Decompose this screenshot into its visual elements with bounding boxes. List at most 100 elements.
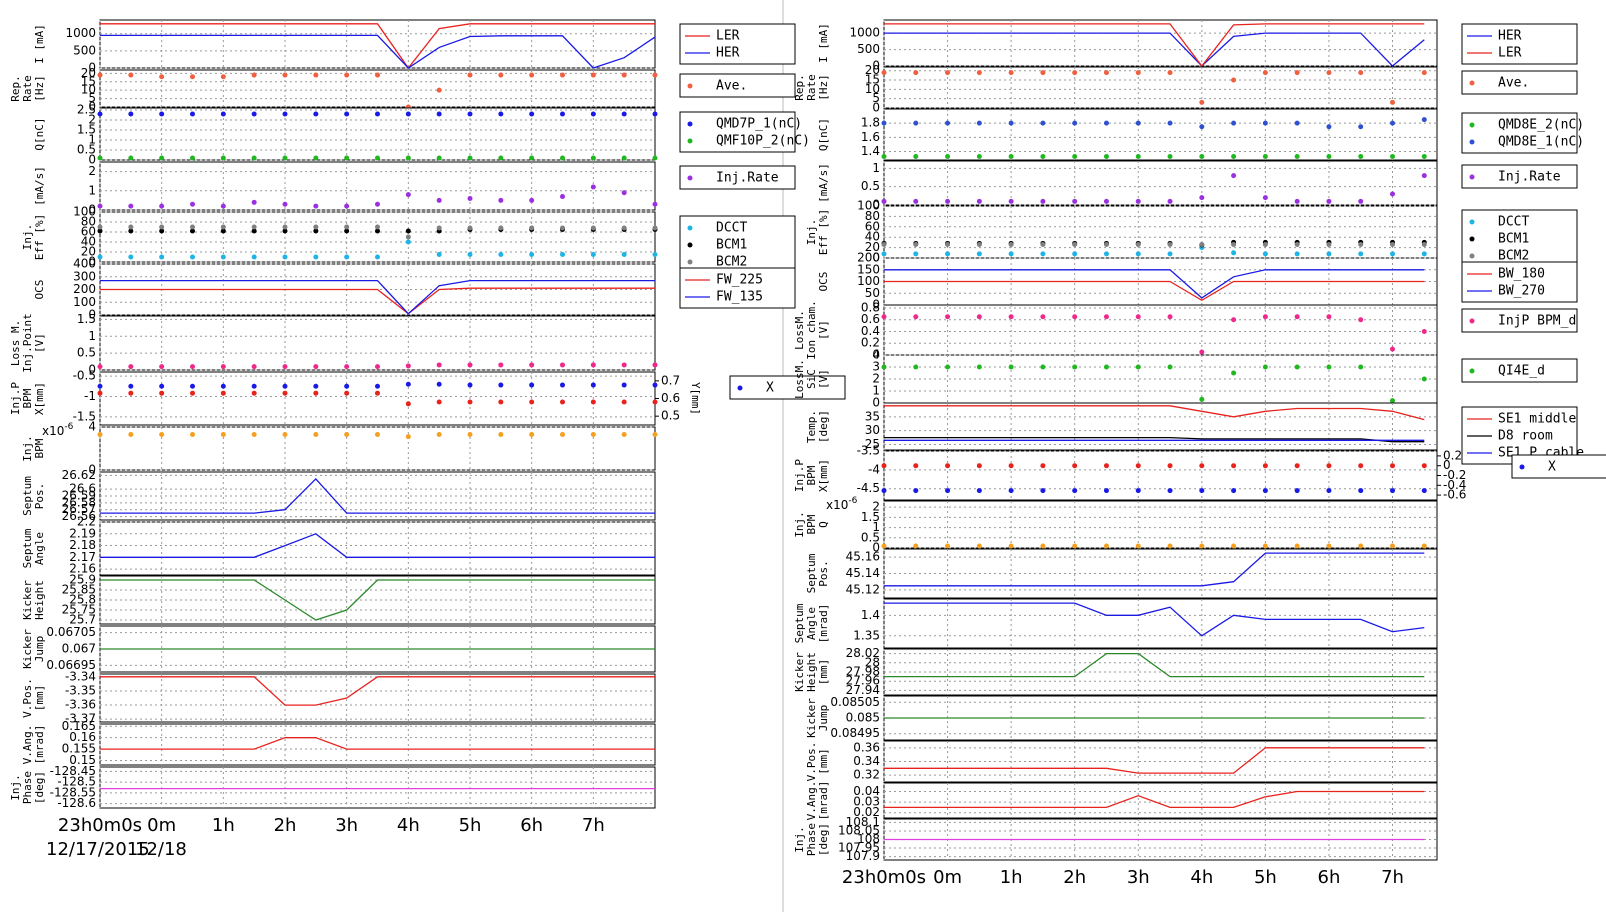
point bbox=[560, 432, 565, 438]
point bbox=[1008, 543, 1014, 549]
y-axis-label: Jump bbox=[817, 705, 830, 732]
point bbox=[621, 362, 627, 368]
y-axis-label: Temp. bbox=[805, 410, 818, 443]
point bbox=[1421, 117, 1427, 123]
legend-label: X bbox=[766, 381, 774, 396]
legend-label: FW_135 bbox=[716, 290, 763, 305]
point bbox=[436, 111, 442, 117]
panel: 2.162.172.182.192.2 Septum Angle bbox=[21, 515, 656, 576]
point bbox=[881, 314, 887, 320]
panel: 0.020.030.04 V.Ang. [mrad] bbox=[805, 781, 1438, 820]
series-line bbox=[100, 737, 655, 750]
y-tick-label: 100 bbox=[857, 274, 880, 288]
point bbox=[1167, 241, 1173, 247]
series-line bbox=[884, 405, 1425, 421]
y-tick-label: 1 bbox=[88, 329, 96, 343]
legend-label: DCCT bbox=[1498, 215, 1529, 230]
y-axis-label: Septum bbox=[805, 553, 818, 593]
y-axis-label: Inj. bbox=[21, 435, 34, 462]
legend-box bbox=[679, 23, 796, 65]
y-tick-label: 0.5 bbox=[861, 530, 880, 544]
point bbox=[1326, 543, 1332, 549]
point bbox=[1167, 543, 1173, 549]
y-tick-label: -128.6 bbox=[57, 796, 96, 810]
point bbox=[128, 155, 134, 161]
point bbox=[1421, 251, 1427, 257]
plot-frame bbox=[99, 107, 656, 161]
y-tick-label: 1.5 bbox=[77, 312, 96, 326]
scale-label: x10-6 bbox=[826, 496, 858, 512]
point bbox=[1262, 314, 1268, 320]
legend-label: HER bbox=[1498, 29, 1522, 44]
y-axis-label: Phase bbox=[21, 771, 34, 804]
legend-box bbox=[729, 375, 846, 400]
point bbox=[344, 203, 350, 209]
y-tick-label: 0.15 bbox=[69, 753, 96, 767]
point bbox=[313, 254, 319, 260]
y-tick-label: 100 bbox=[857, 199, 880, 213]
point bbox=[282, 111, 288, 117]
series-line bbox=[884, 32, 1425, 67]
y-axis-label: Pos. bbox=[33, 483, 46, 510]
scale-base: x10 bbox=[826, 498, 848, 512]
y-tick-label: 300 bbox=[73, 269, 96, 283]
point bbox=[128, 111, 134, 117]
x-tick-label: 0m bbox=[147, 815, 176, 836]
y-axis-label: Inj. bbox=[805, 219, 818, 246]
point bbox=[405, 111, 411, 117]
point bbox=[945, 314, 951, 320]
legend-swatch bbox=[687, 225, 693, 231]
legend-box bbox=[679, 215, 796, 274]
legend-swatch bbox=[1469, 318, 1475, 324]
panel: 0 0.5 1 1.5 Loss M. Inj.Point [V] bbox=[9, 312, 658, 377]
y-axis-label: [mm] bbox=[33, 685, 46, 712]
point bbox=[1199, 153, 1205, 159]
point bbox=[159, 155, 165, 161]
legend-swatch bbox=[1469, 236, 1475, 242]
point bbox=[251, 224, 257, 230]
y-tick-label: 20 bbox=[865, 240, 880, 254]
point bbox=[220, 364, 226, 370]
y-tick-label: 100 bbox=[73, 295, 96, 309]
point bbox=[1390, 251, 1396, 257]
point bbox=[375, 364, 380, 370]
point bbox=[159, 390, 165, 396]
point bbox=[976, 543, 982, 549]
point bbox=[1008, 153, 1014, 159]
y-tick-label: 108 bbox=[857, 832, 880, 846]
y-tick-label: 1000 bbox=[65, 26, 96, 40]
point bbox=[560, 194, 565, 200]
point bbox=[1103, 488, 1109, 494]
point bbox=[467, 195, 473, 201]
y-axis-label: Q[nC] bbox=[817, 118, 830, 151]
plot-frame bbox=[99, 766, 656, 809]
y-tick-label: 60 bbox=[865, 219, 880, 233]
point bbox=[1072, 241, 1078, 247]
point bbox=[220, 254, 226, 260]
panel: 0.320.340.36 V.Pos. [mm] bbox=[805, 740, 1438, 783]
y-tick-label: 30 bbox=[865, 423, 880, 437]
point bbox=[1135, 251, 1141, 257]
point bbox=[1231, 463, 1237, 469]
point bbox=[590, 184, 596, 190]
y-tick-label: 26.57 bbox=[62, 502, 96, 516]
point bbox=[945, 488, 951, 494]
y-tick-label: 50 bbox=[865, 286, 880, 300]
y-tick-label: 15 bbox=[865, 73, 880, 87]
point bbox=[1421, 153, 1427, 159]
point bbox=[560, 399, 565, 405]
y-tick-label: 2.16 bbox=[69, 562, 96, 576]
point bbox=[913, 364, 919, 370]
y-axis-label: Q[nC] bbox=[33, 117, 46, 150]
x-tick-label: 0m bbox=[933, 867, 962, 888]
point bbox=[652, 72, 658, 78]
point bbox=[159, 383, 165, 389]
point bbox=[282, 432, 288, 438]
y-tick-label: 107.9 bbox=[846, 849, 880, 863]
y-axis-label: Kicker bbox=[21, 629, 34, 669]
point bbox=[1294, 251, 1300, 257]
x-tick-label: 6h bbox=[1318, 867, 1341, 888]
y-axis-label: Angle bbox=[33, 532, 46, 565]
y-tick-label: 0 bbox=[872, 59, 880, 73]
